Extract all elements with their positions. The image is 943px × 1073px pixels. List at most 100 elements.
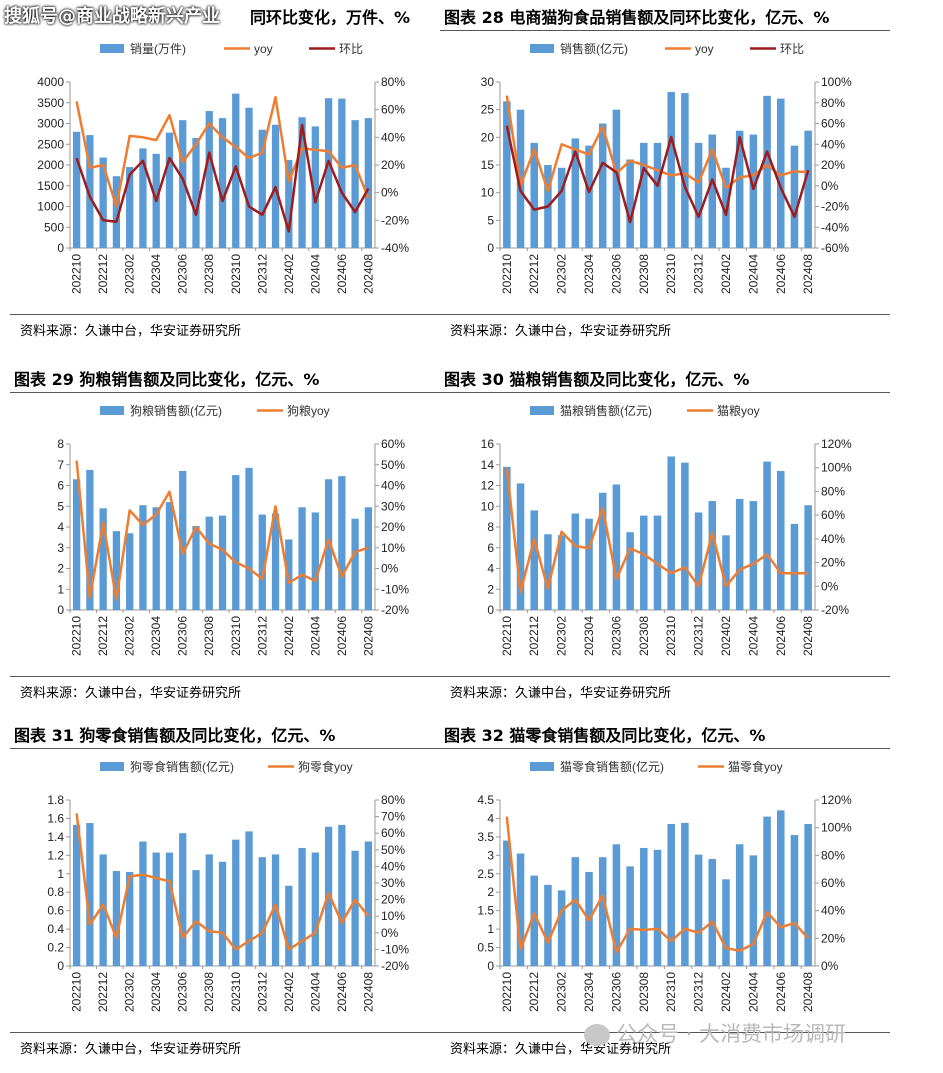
chart-panel-30: 图表 30 猫粮销售额及同比变化，亿元、% 猫粮销售额(亿元) 猫粮yoy 0 2 4 6… (440, 362, 900, 717)
chart-title: 图表 30 猫粮销售额及同比变化，亿元、% (444, 370, 750, 389)
tick-label-x: 202406 (774, 616, 788, 656)
divider (10, 314, 460, 315)
tick-label-left: 16 (481, 437, 495, 451)
bar (626, 532, 634, 610)
bar (72, 131, 81, 248)
bar (544, 884, 552, 966)
tick-label-right: 40% (821, 532, 845, 546)
bar (612, 844, 621, 966)
tick-label-x: 202402 (719, 972, 733, 1012)
bar (804, 823, 812, 966)
tick-label-right: 0% (821, 579, 839, 593)
tick-label-x: 202408 (361, 972, 375, 1012)
divider (440, 392, 890, 393)
chart-panel-31: 图表 31 狗零食销售额及同比变化，亿元、% 狗零食销售额(亿元) 狗零食yoy 0… (10, 718, 470, 1073)
bar (311, 852, 319, 966)
chart-title: 图表 31 狗零食销售额及同比变化，亿元、% (14, 726, 336, 745)
line-series (505, 467, 809, 594)
tick-label-x: 202408 (801, 972, 815, 1012)
legend-swatch (530, 762, 554, 771)
bar (653, 849, 662, 966)
chart-panel-29: 图表 29 狗粮销售额及同比变化，亿元、% 狗粮销售额(亿元) 狗粮yoy 0 1 2 3… (10, 362, 470, 717)
legend-label: yoy (695, 42, 714, 56)
tick-label-x: 202306 (176, 972, 190, 1012)
tick-label-left: 1500 (37, 179, 64, 193)
bar (126, 871, 134, 966)
line-series (505, 816, 810, 954)
bar (99, 854, 107, 966)
tick-label-x: 202212 (527, 972, 541, 1012)
legend-swatch (100, 406, 124, 415)
bar (192, 138, 200, 248)
bar (324, 479, 333, 610)
bar (271, 854, 280, 966)
tick-label-x: 202404 (308, 616, 322, 656)
tick-label-x: 202402 (719, 616, 733, 656)
bar (571, 138, 580, 248)
bar (152, 852, 160, 966)
bar (598, 123, 607, 248)
tick-label-x: 202304 (582, 616, 596, 656)
tick-label-x: 202304 (149, 254, 163, 294)
tick-label-x: 202310 (229, 972, 243, 1012)
tick-label-left: 0.6 (47, 904, 64, 918)
tick-label-x: 202308 (637, 616, 651, 656)
bar (232, 839, 240, 966)
chart-title: 同环比变化，万件、% (250, 8, 411, 27)
bar (86, 823, 94, 966)
tick-label-x: 202404 (746, 616, 760, 656)
tick-label-x: 202312 (255, 254, 269, 294)
dog-snack-chart: 狗零食销售额(亿元) 狗零食yoy 0 0.2 0.4 0.6 0.8 1 1.2 1.4 1.6 1… (47, 759, 409, 1012)
tick-label-right: 80% (381, 793, 405, 807)
chart-title: 图表 32 猫零食销售额及同比变化，亿元、% (444, 726, 766, 745)
bar (324, 98, 333, 248)
tick-label-left: 0 (57, 959, 64, 973)
bar (681, 462, 689, 610)
tick-label-right: 60% (381, 437, 405, 451)
tick-label-right: 60% (821, 876, 845, 890)
tick-label-right: 40% (381, 479, 405, 493)
bar (749, 855, 758, 966)
tick-label-x: 202302 (123, 616, 137, 656)
bar (245, 107, 253, 248)
bar (351, 120, 359, 248)
tick-label-x: 202406 (335, 254, 349, 294)
divider (440, 1032, 890, 1033)
tick-label-left: 0.8 (47, 885, 64, 899)
bar-series (503, 810, 812, 966)
tick-label-x: 202406 (335, 972, 349, 1012)
bar (139, 505, 147, 610)
divider (10, 30, 460, 31)
legend: 销售额(亿元) yoy 环比 (530, 41, 804, 56)
bar (112, 176, 121, 248)
tick-label-left: 15 (481, 158, 495, 172)
tick-label-right: 20% (821, 158, 845, 172)
tick-label-left: 1000 (37, 200, 64, 214)
tick-label-x: 202306 (609, 254, 623, 294)
tick-label-x: 202312 (692, 616, 706, 656)
bar (298, 847, 306, 966)
bar (735, 844, 744, 966)
bar (667, 823, 675, 966)
legend-label: yoy (254, 42, 273, 56)
bar-series (72, 467, 373, 610)
bar (192, 525, 200, 610)
bar (503, 101, 511, 248)
bar (557, 890, 566, 966)
tick-label-x: 202406 (774, 254, 788, 294)
bar (749, 134, 758, 248)
chart-panel-28: 图表 28 电商猫狗食品销售额及同环比变化，亿元、% 销售额(亿元) yoy 环比 0… (440, 0, 900, 355)
tick-label-left: 4000 (37, 75, 64, 89)
tick-label-right: 50% (381, 458, 405, 472)
sales-amount-chart: 销售额(亿元) yoy 环比 0 5 10 15 20 25 30 -60% -40% -20% 0% 20… (481, 41, 852, 294)
divider (10, 1032, 460, 1033)
tick-label-x: 202302 (123, 254, 137, 294)
bar (640, 847, 648, 966)
tick-label-right: 0% (381, 186, 399, 200)
bar (351, 518, 359, 610)
line-series (75, 123, 370, 233)
bar (763, 95, 771, 248)
tick-label-left: 1.5 (477, 904, 494, 918)
bar (152, 507, 160, 610)
source-note: 资料来源：久谦中台，华安证券研究所 (20, 324, 242, 339)
